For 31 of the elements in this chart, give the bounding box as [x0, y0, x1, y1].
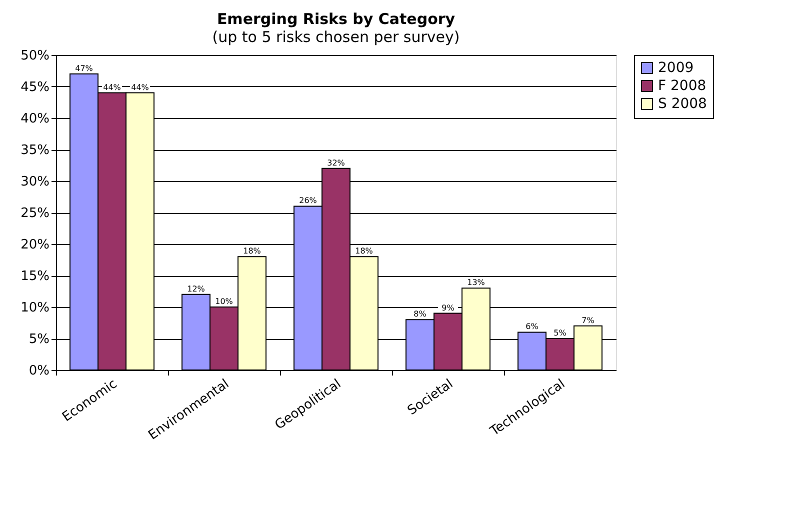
data-label: 44%	[103, 82, 122, 92]
legend-label: S 2008	[658, 96, 707, 112]
data-label: 26%	[299, 196, 318, 206]
data-label: 7%	[582, 316, 595, 325]
y-tick-label: 35%	[20, 143, 50, 158]
chart-title: Emerging Risks by Category	[216, 10, 456, 28]
legend-label: F 2008	[658, 78, 706, 94]
data-label: 32%	[327, 158, 346, 168]
y-tick-label: 5%	[28, 332, 50, 347]
y-tick-label: 40%	[20, 112, 50, 126]
chart-subtitle: (up to 5 risks chosen per survey)	[212, 28, 460, 46]
data-label: 10%	[215, 297, 234, 306]
data-label: 18%	[355, 246, 374, 256]
y-tick-label: 30%	[20, 174, 50, 190]
y-tick-label: 0%	[28, 364, 50, 378]
data-label: 6%	[526, 322, 539, 332]
y-tick-label: 10%	[20, 300, 50, 316]
y-tick-label: 50%	[20, 48, 50, 64]
data-label: 13%	[467, 278, 486, 288]
y-tick-label: 25%	[20, 206, 50, 221]
data-label: 18%	[243, 246, 262, 256]
legend-label: 2009	[658, 60, 694, 76]
data-label: 5%	[554, 328, 567, 338]
data-label: 9%	[442, 303, 455, 312]
data-label: 12%	[187, 284, 206, 294]
y-tick-label: 20%	[20, 238, 50, 252]
data-label: 44%	[131, 82, 150, 92]
data-label: 47%	[75, 64, 94, 73]
y-tick-label: 45%	[20, 80, 50, 95]
y-tick-label: 15%	[20, 269, 50, 284]
data-label: 8%	[414, 310, 427, 319]
